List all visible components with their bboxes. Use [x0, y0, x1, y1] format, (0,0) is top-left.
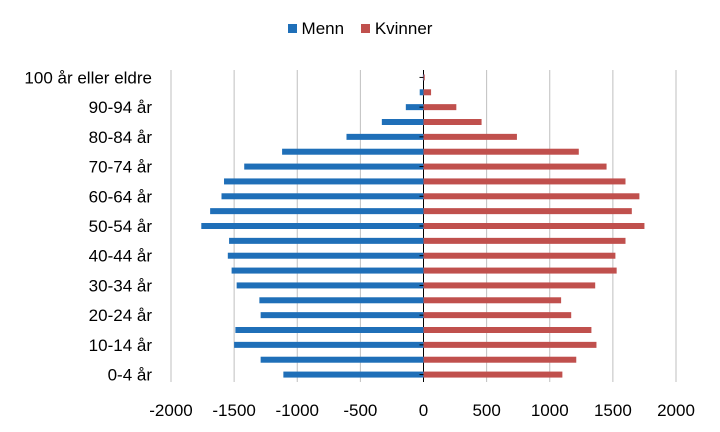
bar-menn-18	[405, 104, 424, 111]
bar-menn-5	[259, 297, 424, 304]
bar-menn-0	[283, 371, 424, 378]
y-tick-label-8: 80-84 år	[89, 128, 153, 147]
chart-legend: Menn Kvinner	[0, 18, 720, 39]
bar-kvinner-11	[423, 208, 632, 215]
bar-kvinner-1	[423, 356, 577, 363]
bar-menn-8	[227, 252, 424, 259]
bar-menn-19	[419, 89, 424, 96]
bar-kvinner-7	[423, 267, 617, 274]
bar-kvinner-9	[423, 237, 626, 244]
x-tick-label-6: 1000	[531, 401, 569, 420]
bar-menn-1	[260, 356, 424, 363]
bar-kvinner-2	[423, 341, 597, 348]
x-tick-label-8: 2000	[657, 401, 695, 420]
bar-kvinner-5	[423, 297, 562, 304]
x-tick-label-5: 500	[472, 401, 500, 420]
x-tick-label-2: -1000	[276, 401, 319, 420]
bar-kvinner-16	[423, 133, 517, 140]
legend-label-kvinner: Kvinner	[374, 18, 433, 38]
legend-swatch-kvinner	[360, 24, 370, 33]
bar-menn-16	[346, 133, 424, 140]
bar-menn-3	[235, 327, 424, 333]
x-tick-label-0: -2000	[149, 401, 192, 420]
bar-menn-6	[236, 282, 424, 289]
y-tick-label-4: 40-44 år	[89, 247, 153, 266]
legend-item-menn: Menn	[287, 18, 345, 39]
y-tick-label-5: 50-54 år	[89, 217, 153, 236]
bar-kvinner-20	[423, 74, 425, 81]
bar-menn-13	[224, 178, 424, 185]
bar-menn-12	[221, 193, 424, 200]
bar-kvinner-0	[423, 371, 563, 378]
bar-menn-15	[282, 148, 424, 155]
y-tick-label-3: 30-34 år	[89, 276, 153, 295]
y-tick-label-1: 10-14 år	[89, 336, 153, 355]
y-tick-label-7: 70-74 år	[89, 158, 153, 177]
bar-kvinner-18	[423, 104, 457, 111]
bar-kvinner-19	[423, 89, 432, 96]
y-tick-label-0: 0-4 år	[108, 366, 153, 385]
x-tick-label-7: 1500	[594, 401, 632, 420]
y-tick-label-2: 20-24 år	[89, 306, 153, 325]
bar-menn-17	[381, 119, 424, 125]
bar-kvinner-8	[423, 252, 616, 259]
bar-kvinner-15	[423, 148, 579, 155]
legend-swatch-menn	[287, 24, 297, 33]
legend-label-menn: Menn	[301, 18, 345, 38]
bar-kvinner-10	[423, 223, 645, 229]
bar-menn-10	[201, 223, 424, 229]
bar-kvinner-12	[423, 193, 640, 200]
bar-kvinner-3	[423, 327, 592, 333]
legend-item-kvinner: Kvinner	[360, 18, 433, 39]
bar-menn-14	[244, 163, 424, 170]
y-tick-label-6: 60-64 år	[89, 187, 153, 206]
bar-menn-9	[229, 237, 424, 244]
bar-menn-4	[260, 312, 424, 319]
bar-kvinner-4	[423, 312, 572, 319]
x-tick-label-3: -500	[343, 401, 377, 420]
x-tick-label-1: -1500	[212, 401, 255, 420]
y-tick-label-9: 90-94 år	[89, 98, 153, 117]
x-tick-label-4: 0	[419, 401, 428, 420]
bar-menn-11	[210, 208, 424, 215]
bar-kvinner-14	[423, 163, 607, 170]
y-tick-label-10: 100 år eller eldre	[24, 68, 152, 87]
bar-menn-2	[234, 341, 424, 348]
bar-kvinner-13	[423, 178, 626, 185]
bar-kvinner-6	[423, 282, 596, 289]
bar-menn-7	[231, 267, 424, 274]
bar-kvinner-17	[423, 119, 482, 125]
